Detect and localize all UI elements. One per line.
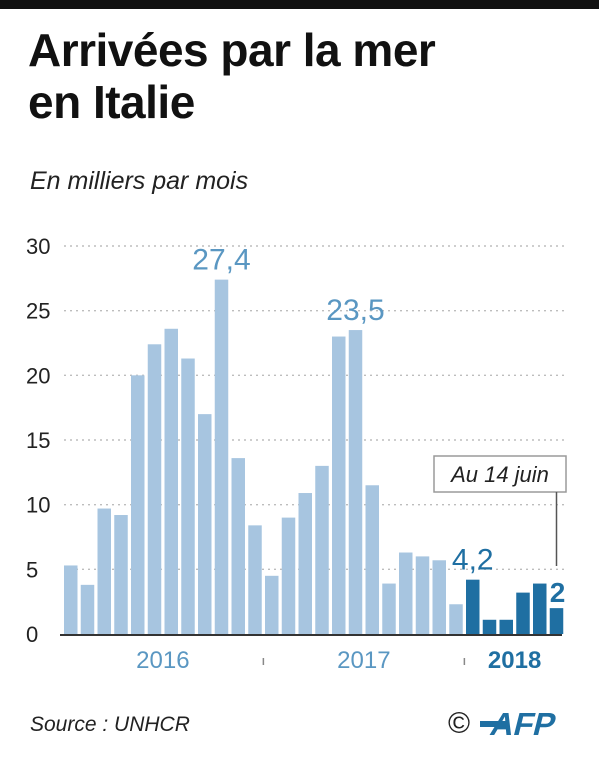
- labels-layer: 27,4 23,5 4,2 2: [192, 244, 565, 609]
- bar: [214, 279, 229, 634]
- x-tick-label: 2017: [337, 647, 390, 674]
- bar: [97, 508, 111, 634]
- bar: [114, 515, 128, 634]
- bar: [382, 583, 396, 634]
- bar: [281, 517, 296, 634]
- bar: [315, 465, 329, 634]
- bar: [415, 556, 430, 634]
- bar: [131, 375, 145, 634]
- y-tick-label: 25: [26, 299, 50, 324]
- top-bar: [0, 0, 599, 9]
- chart-title-line-1: Arrivées par la mer: [28, 24, 436, 76]
- afp-logo-arrow-bar: [480, 721, 506, 727]
- bar-chart: 0 5 10 15 20 25 30 27,4 23,5 4,2 2 Au 14 juin 201…: [26, 234, 567, 674]
- bar: [231, 458, 245, 634]
- bar: [365, 485, 379, 634]
- data-label: 27,4: [192, 244, 250, 277]
- afp-logo: AFP: [480, 706, 560, 740]
- bar: [348, 330, 363, 634]
- bar: [432, 560, 446, 634]
- x-tick-label: 2016: [136, 647, 189, 674]
- bar: [533, 583, 547, 634]
- bar: [265, 575, 279, 634]
- bar: [248, 525, 262, 634]
- data-label: 4,2: [452, 544, 494, 577]
- y-tick-label: 10: [26, 493, 50, 518]
- bar: [332, 336, 346, 634]
- annotation-box: [433, 455, 567, 493]
- chart-title: Arrivées par la mer en Italie: [28, 24, 588, 128]
- grid-layer: 0 5 10 15 20 25 30: [26, 234, 566, 647]
- bar: [147, 344, 162, 634]
- annotation-text: Au 14 juin: [449, 462, 549, 487]
- bar: [399, 552, 413, 634]
- annotation-layer: Au 14 juin: [433, 455, 567, 566]
- x-tick-label: 2018: [488, 647, 541, 674]
- bar: [482, 619, 497, 634]
- bar: [499, 619, 513, 634]
- y-tick-label: 20: [26, 363, 50, 388]
- bar: [164, 328, 178, 634]
- bar: [449, 604, 463, 634]
- data-label: 23,5: [326, 294, 384, 327]
- bar: [298, 493, 312, 634]
- bar: [516, 592, 530, 634]
- data-label: 2: [550, 577, 566, 608]
- y-tick-label: 15: [26, 428, 50, 453]
- copyright-symbol: ©: [448, 707, 471, 740]
- chart-subtitle: En milliers par mois: [30, 167, 249, 195]
- bar: [80, 584, 95, 634]
- bar: [549, 608, 564, 634]
- chart-title-line-2: en Italie: [28, 76, 195, 128]
- x-axis: 2016 2017 2018: [60, 634, 562, 674]
- bar: [466, 579, 480, 634]
- y-tick-label: 30: [26, 234, 50, 259]
- y-tick-label: 0: [26, 622, 38, 647]
- bars-layer: [64, 279, 564, 634]
- bar: [64, 565, 78, 634]
- bar: [198, 414, 212, 634]
- y-tick-label: 5: [26, 557, 38, 582]
- bar: [181, 358, 195, 634]
- source-note: Source : UNHCR: [30, 713, 190, 736]
